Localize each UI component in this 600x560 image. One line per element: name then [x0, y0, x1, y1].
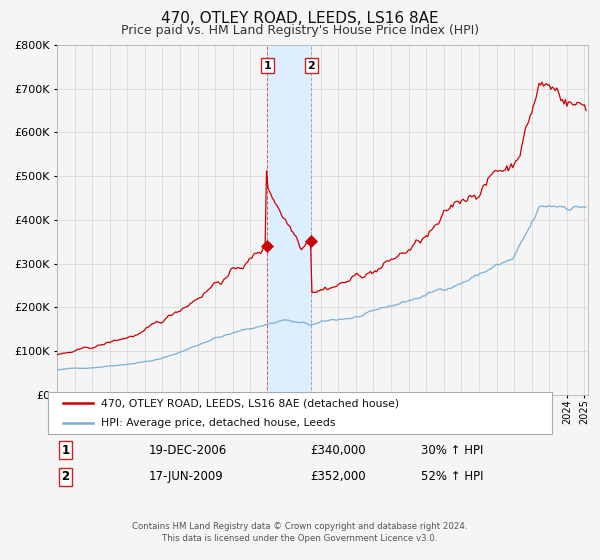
Text: Contains HM Land Registry data © Crown copyright and database right 2024.
This d: Contains HM Land Registry data © Crown c…	[132, 522, 468, 543]
Text: 19-DEC-2006: 19-DEC-2006	[149, 444, 227, 456]
Text: 2: 2	[62, 470, 70, 483]
Text: Price paid vs. HM Land Registry's House Price Index (HPI): Price paid vs. HM Land Registry's House …	[121, 24, 479, 36]
Text: 2: 2	[307, 60, 315, 71]
Text: 17-JUN-2009: 17-JUN-2009	[149, 470, 224, 483]
Text: 1: 1	[263, 60, 271, 71]
Text: £340,000: £340,000	[310, 444, 366, 456]
Text: £352,000: £352,000	[310, 470, 366, 483]
Text: 52% ↑ HPI: 52% ↑ HPI	[421, 470, 484, 483]
Text: 470, OTLEY ROAD, LEEDS, LS16 8AE (detached house): 470, OTLEY ROAD, LEEDS, LS16 8AE (detach…	[101, 398, 399, 408]
Text: 1: 1	[62, 444, 70, 456]
Text: 30% ↑ HPI: 30% ↑ HPI	[421, 444, 484, 456]
Bar	[268, 45, 311, 395]
Text: HPI: Average price, detached house, Leeds: HPI: Average price, detached house, Leed…	[101, 418, 335, 428]
Text: 470, OTLEY ROAD, LEEDS, LS16 8AE: 470, OTLEY ROAD, LEEDS, LS16 8AE	[161, 11, 439, 26]
